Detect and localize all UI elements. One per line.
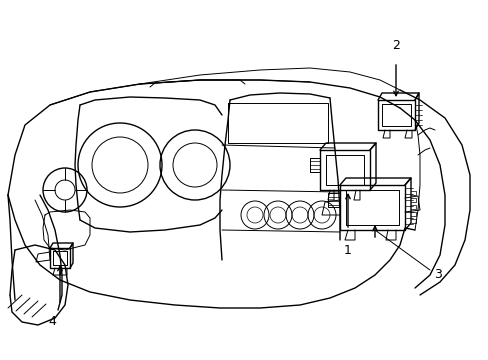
- Text: 4: 4: [48, 315, 56, 328]
- Text: 1: 1: [344, 244, 351, 257]
- Text: 3: 3: [433, 267, 441, 280]
- Text: 2: 2: [391, 39, 399, 52]
